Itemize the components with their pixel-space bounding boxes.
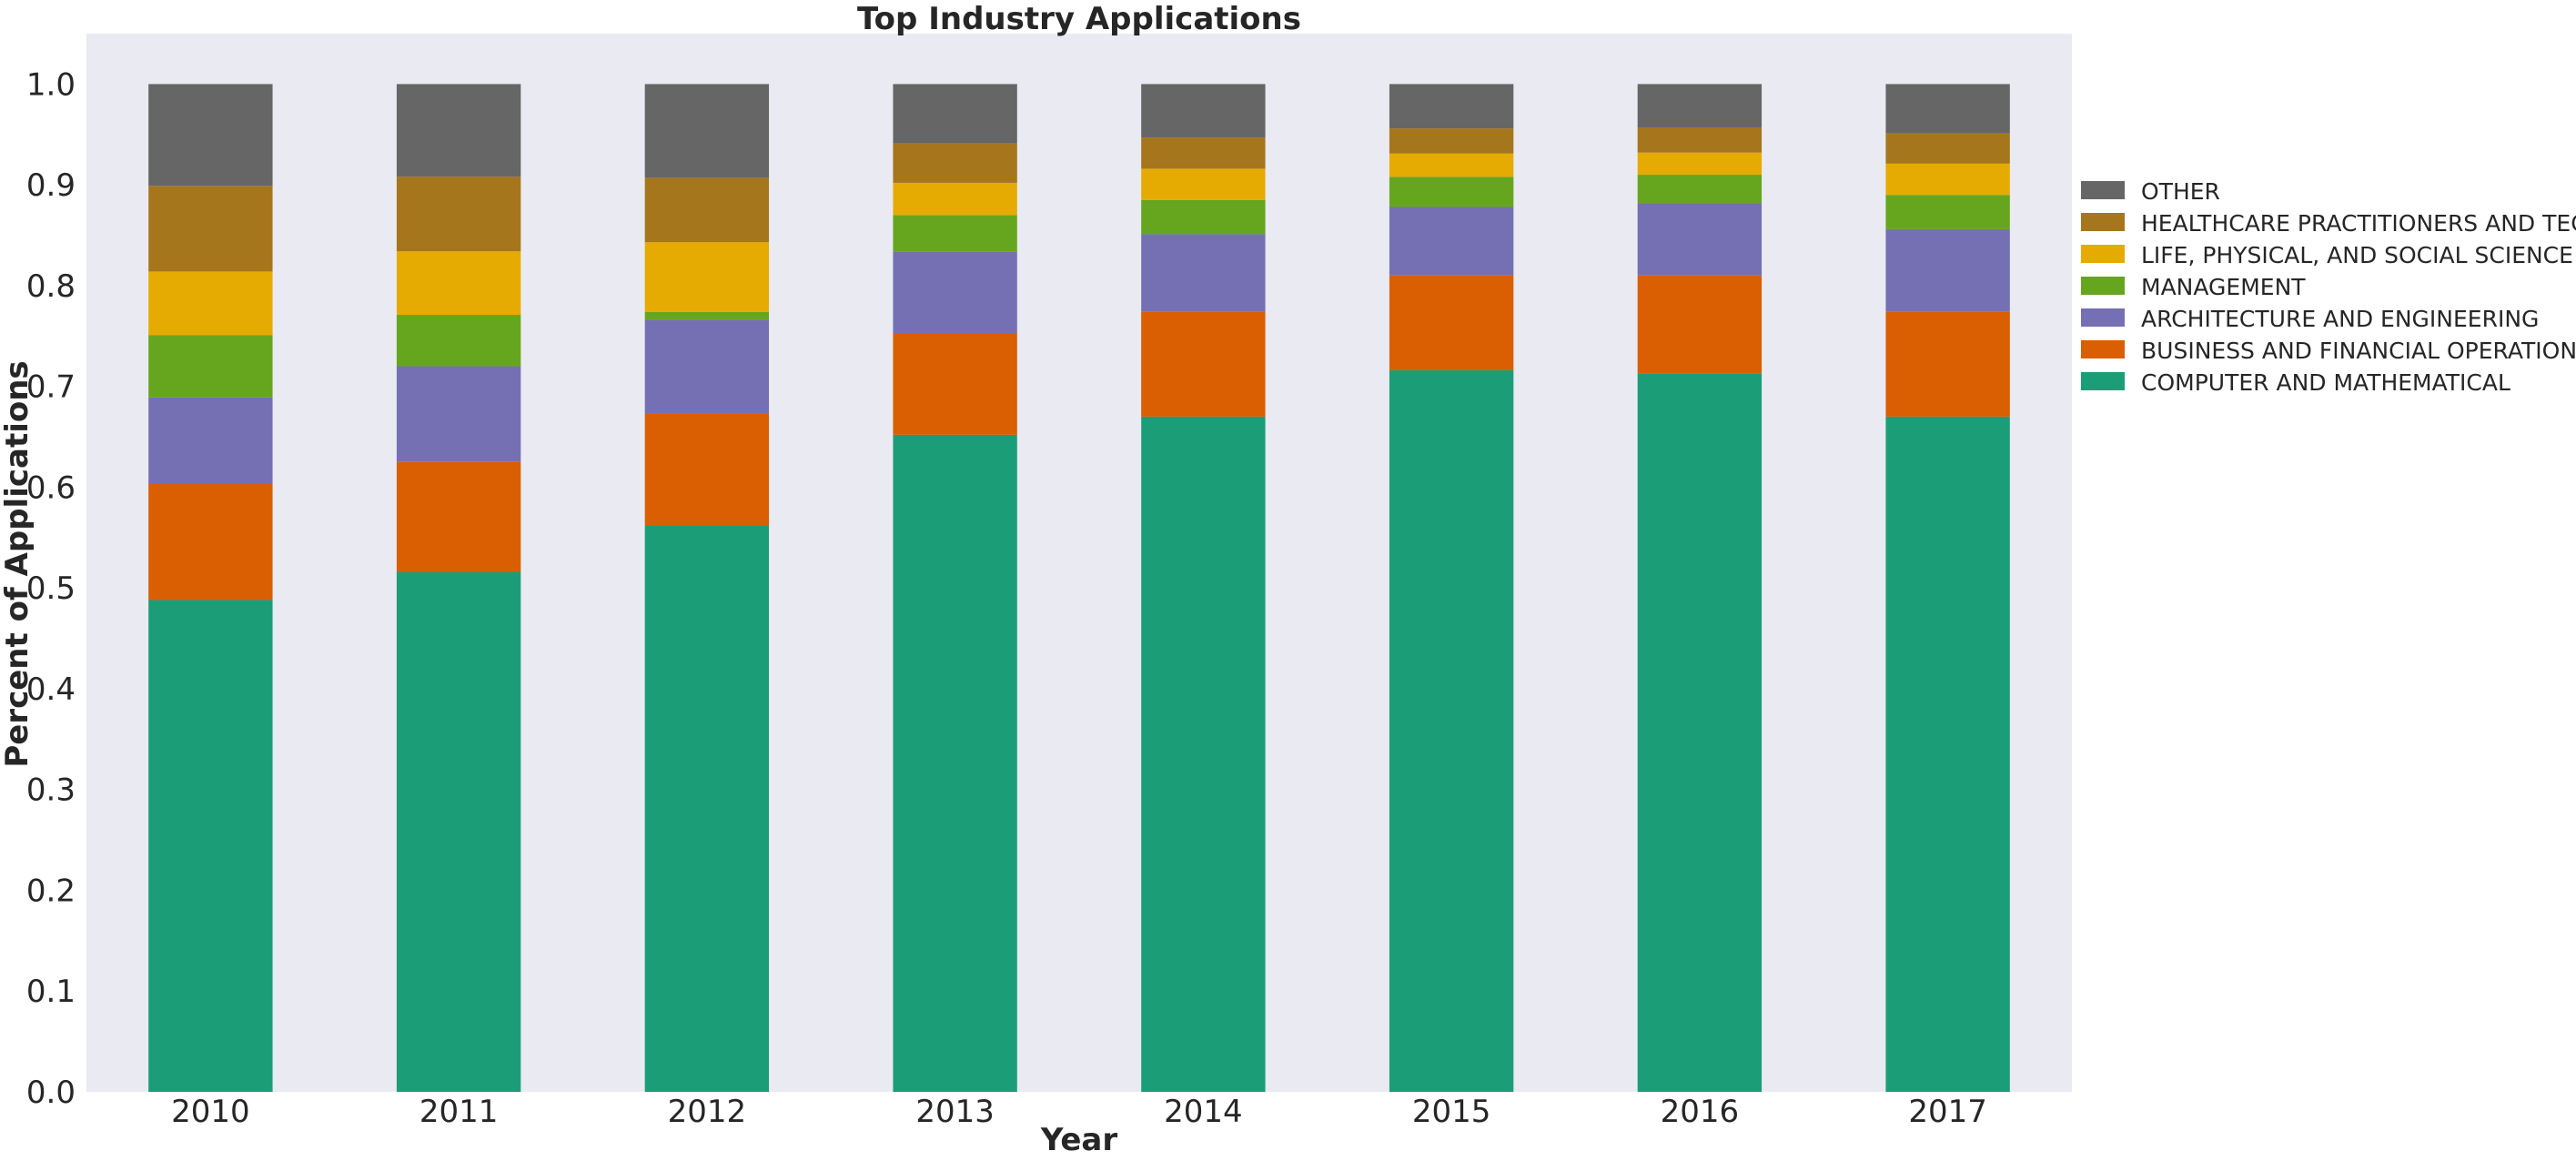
y-tick-label: 0.8	[26, 268, 76, 305]
bar-2011-architecture-and-engineering	[396, 366, 521, 462]
bar-2013-other	[893, 84, 1017, 144]
bar-2011-other	[396, 84, 521, 177]
bar-2015-management	[1389, 177, 1514, 207]
bar-2014-management	[1141, 199, 1266, 235]
legend-swatch-other	[2081, 181, 2125, 199]
bar-2010-management	[148, 335, 273, 398]
legend: OTHER HEALTHCARE PRACTITIONERS AND TECHNI…	[2081, 178, 2576, 396]
bar-2015-architecture-and-engineering	[1389, 207, 1514, 276]
bar-2011-healthcare-practitioners-and-technical	[396, 177, 521, 252]
x-tick-label: 2016	[1661, 1094, 1740, 1130]
bar-2016-management	[1637, 175, 1763, 204]
bar-2010-other	[148, 84, 273, 187]
bar-2017-other	[1885, 84, 2010, 134]
bar-2017-computer-and-mathematical	[1885, 416, 2010, 1092]
bar-2014-computer-and-mathematical	[1141, 416, 1266, 1092]
legend-swatch-management	[2081, 277, 2125, 295]
bar-2015-life-physical-and-social-science	[1389, 153, 1514, 177]
bar-2010-healthcare-practitioners-and-technical	[148, 186, 273, 272]
bar-2017-healthcare-practitioners-and-technical	[1885, 133, 2010, 164]
y-tick-label: 1.0	[26, 66, 76, 103]
y-tick-label: 0.4	[26, 671, 76, 708]
bar-2010-business-and-financial-operations	[148, 482, 273, 601]
bar-2016-other	[1637, 84, 1763, 128]
bar-2015-computer-and-mathematical	[1389, 369, 1514, 1092]
y-tick-label: 0.0	[26, 1075, 76, 1111]
bar-2011-management	[396, 315, 521, 367]
legend-swatch-architecture-and-engineering	[2081, 308, 2125, 327]
bar-2010-computer-and-mathematical	[148, 600, 273, 1092]
y-tick-label: 0.1	[26, 974, 76, 1010]
legend-label-healthcare-practitioners-and-technical: HEALTHCARE PRACTITIONERS AND TECHNICAL	[2141, 210, 2576, 237]
y-tick-label: 0.6	[26, 469, 76, 506]
x-tick-label: 2014	[1164, 1094, 1243, 1130]
legend-label-life-physical-and-social-science: LIFE, PHYSICAL, AND SOCIAL SCIENCE	[2141, 242, 2573, 268]
bar-2016-healthcare-practitioners-and-technical	[1637, 127, 1763, 153]
legend-swatch-business-and-financial-operations	[2081, 340, 2125, 358]
bar-2016-computer-and-mathematical	[1637, 373, 1763, 1093]
bar-2013-management	[893, 215, 1017, 252]
bar-2015-business-and-financial-operations	[1389, 275, 1514, 370]
x-tick-label: 2017	[1908, 1094, 1987, 1130]
bar-2016-life-physical-and-social-science	[1637, 152, 1763, 176]
x-tick-label: 2011	[419, 1094, 499, 1130]
legend-swatch-healthcare-practitioners-and-technical	[2081, 213, 2125, 231]
legend-label-computer-and-mathematical: COMPUTER AND MATHEMATICAL	[2141, 369, 2510, 396]
bar-2012-business-and-financial-operations	[644, 413, 770, 526]
bar-2014-business-and-financial-operations	[1141, 311, 1266, 417]
bar-2013-business-and-financial-operations	[893, 332, 1017, 435]
bar-2012-life-physical-and-social-science	[644, 242, 770, 312]
bar-2014-life-physical-and-social-science	[1141, 168, 1266, 200]
bar-2015-other	[1389, 84, 1514, 129]
bar-2011-life-physical-and-social-science	[396, 251, 521, 316]
legend-label-other: OTHER	[2141, 178, 2220, 205]
bar-2013-healthcare-practitioners-and-technical	[893, 143, 1017, 183]
bar-2012-other	[644, 84, 770, 178]
bar-2011-business-and-financial-operations	[396, 461, 521, 572]
legend-label-business-and-financial-operations: BUSINESS AND FINANCIAL OPERATIONS	[2141, 338, 2576, 364]
bar-2015-healthcare-practitioners-and-technical	[1389, 128, 1514, 154]
y-tick-label: 0.2	[26, 873, 76, 909]
bar-2017-architecture-and-engineering	[1885, 228, 2010, 312]
bar-2014-architecture-and-engineering	[1141, 234, 1266, 312]
bar-2013-architecture-and-engineering	[893, 251, 1017, 333]
legend-label-management: MANAGEMENT	[2141, 274, 2306, 300]
bar-2013-life-physical-and-social-science	[893, 182, 1017, 216]
bar-2016-architecture-and-engineering	[1637, 203, 1763, 276]
bar-2010-architecture-and-engineering	[148, 397, 273, 483]
bar-2016-business-and-financial-operations	[1637, 275, 1763, 374]
legend-swatch-computer-and-mathematical	[2081, 372, 2125, 390]
y-axis-label: Percent of Applications	[0, 360, 35, 767]
x-tick-label: 2012	[668, 1094, 747, 1130]
y-tick-label: 0.5	[26, 570, 76, 607]
x-axis-ticks: 2010 2011 2012 2013 2014 2015 2016 2017	[171, 1094, 1987, 1130]
bar-2012-computer-and-mathematical	[644, 525, 770, 1092]
y-tick-label: 0.3	[26, 772, 76, 809]
bar-2017-management	[1885, 195, 2010, 229]
bar-2011-computer-and-mathematical	[396, 571, 521, 1092]
legend-swatch-life-physical-and-social-science	[2081, 245, 2125, 263]
bars-layer	[148, 84, 2010, 1093]
y-axis-ticks: 0.0 0.1 0.2 0.3 0.4 0.5 0.6 0.7 0.8 0.9 1.0	[26, 66, 76, 1111]
y-tick-label: 0.7	[26, 369, 76, 406]
bar-2017-life-physical-and-social-science	[1885, 163, 2010, 196]
bar-2017-business-and-financial-operations	[1885, 311, 2010, 417]
bar-2014-healthcare-practitioners-and-technical	[1141, 137, 1266, 169]
bar-2012-healthcare-practitioners-and-technical	[644, 177, 770, 243]
bar-2010-life-physical-and-social-science	[148, 271, 273, 336]
x-tick-label: 2015	[1412, 1094, 1491, 1130]
legend-label-architecture-and-engineering: ARCHITECTURE AND ENGINEERING	[2141, 306, 2539, 332]
bar-2012-architecture-and-engineering	[644, 319, 770, 414]
x-tick-label: 2010	[171, 1094, 250, 1130]
y-tick-label: 0.9	[26, 167, 76, 204]
x-axis-label: Year	[1040, 1122, 1118, 1158]
bar-2014-other	[1141, 84, 1266, 138]
plot-area	[86, 34, 2072, 1092]
bar-2012-management	[644, 311, 770, 320]
bar-2013-computer-and-mathematical	[893, 434, 1017, 1092]
x-tick-label: 2013	[915, 1094, 995, 1130]
chart-title: Top Industry Applications	[857, 1, 1301, 37]
